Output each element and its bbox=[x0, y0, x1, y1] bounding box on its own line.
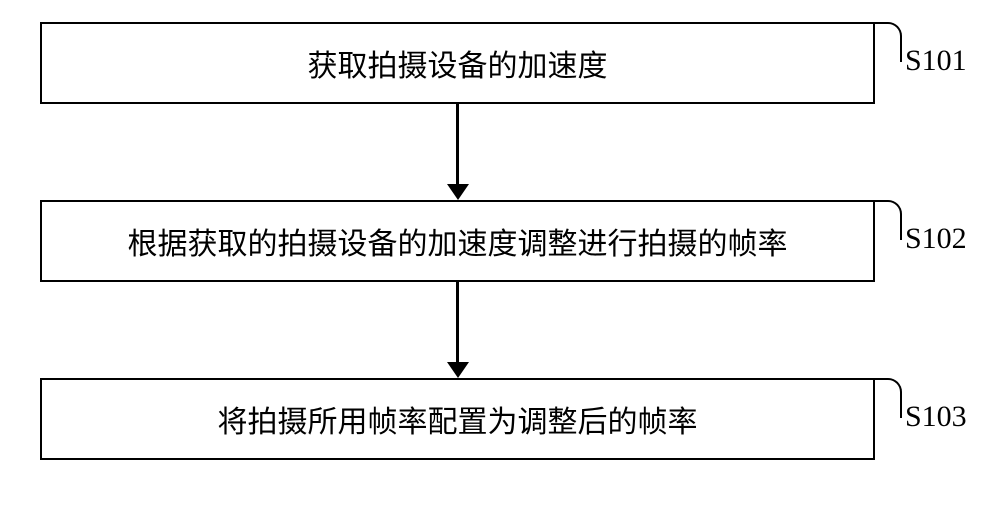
step-box-s102: 根据获取的拍摄设备的加速度调整进行拍摄的帧率 bbox=[40, 200, 875, 282]
step-label-s101: S101 bbox=[905, 44, 967, 78]
step-label-s102: S102 bbox=[905, 222, 967, 256]
bracket-s101 bbox=[874, 22, 902, 62]
bracket-s103 bbox=[874, 378, 902, 418]
step-box-s101: 获取拍摄设备的加速度 bbox=[40, 22, 875, 104]
step-text-s101: 获取拍摄设备的加速度 bbox=[308, 41, 608, 85]
step-text-s103: 将拍摄所用帧率配置为调整后的帧率 bbox=[218, 397, 698, 441]
step-text-s102: 根据获取的拍摄设备的加速度调整进行拍摄的帧率 bbox=[128, 219, 788, 263]
step-label-s103: S103 bbox=[905, 400, 967, 434]
bracket-s102 bbox=[874, 200, 902, 240]
flowchart-diagram: 获取拍摄设备的加速度 S101 根据获取的拍摄设备的加速度调整进行拍摄的帧率 S… bbox=[0, 0, 1000, 507]
step-box-s103: 将拍摄所用帧率配置为调整后的帧率 bbox=[40, 378, 875, 460]
